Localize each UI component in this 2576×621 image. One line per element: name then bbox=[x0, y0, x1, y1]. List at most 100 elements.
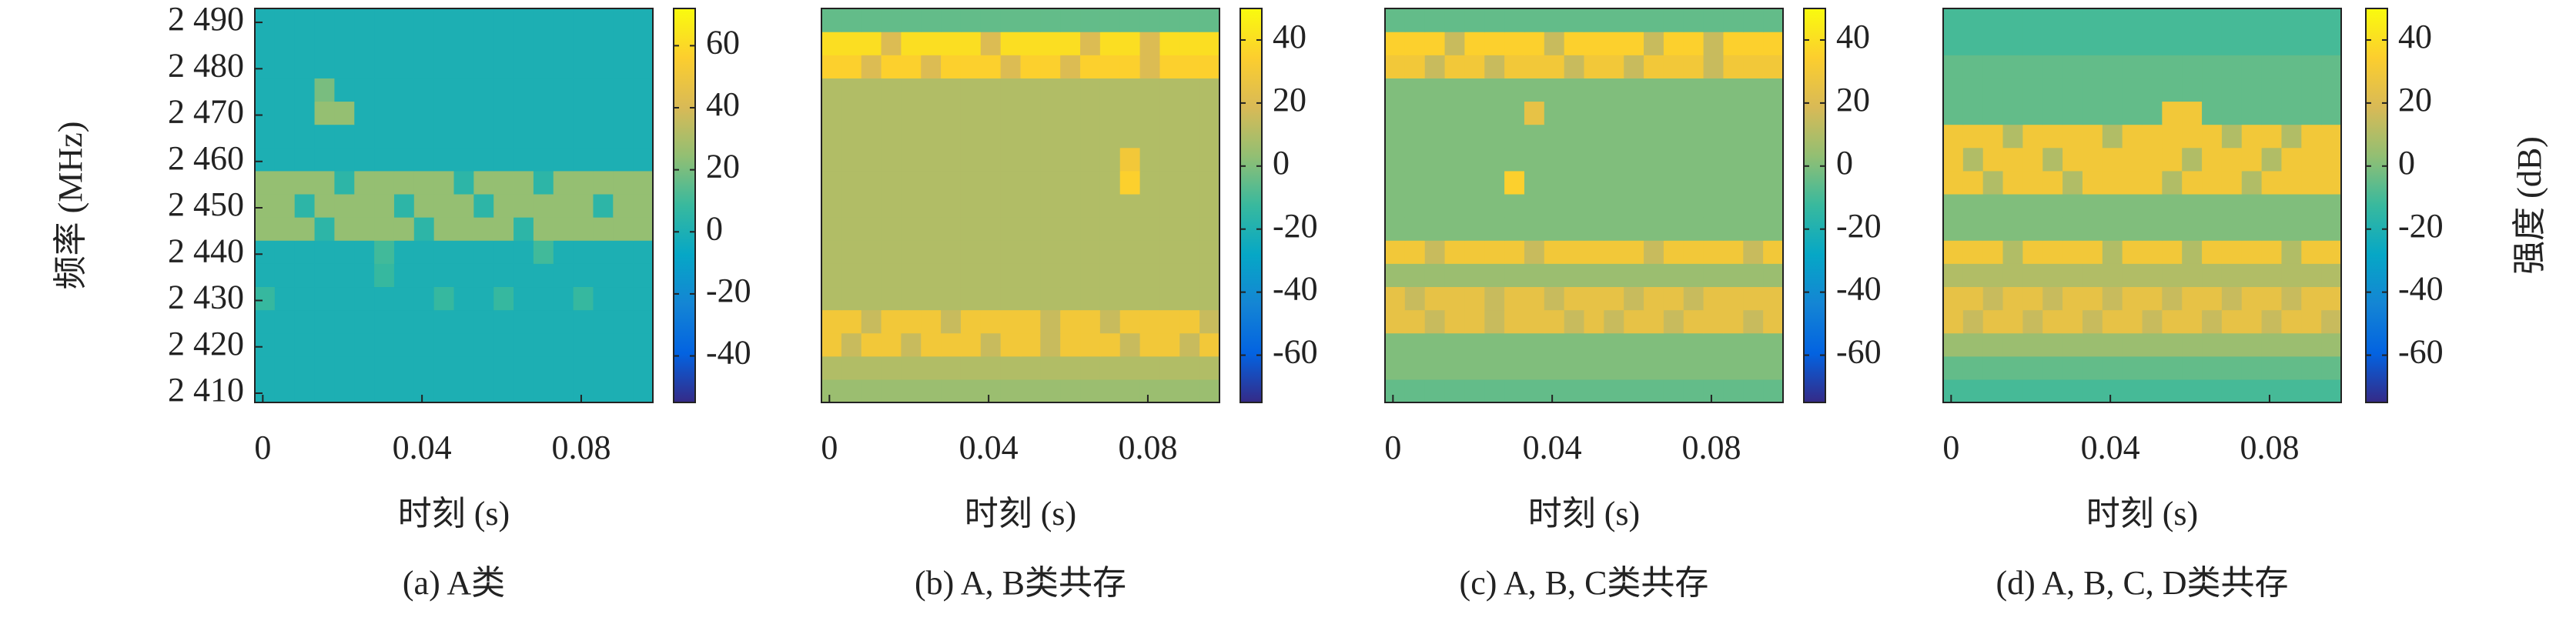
heatmap-cell bbox=[1663, 379, 1684, 403]
heatmap-cell bbox=[633, 78, 654, 102]
heatmap-cell bbox=[1424, 32, 1446, 55]
x-tick-label: 0 bbox=[1942, 429, 1959, 466]
heatmap-cell bbox=[1703, 170, 1725, 195]
heatmap-cell bbox=[1763, 332, 1784, 357]
heatmap-cell bbox=[1444, 170, 1465, 195]
heatmap-cell bbox=[2202, 55, 2223, 78]
heatmap-cell bbox=[274, 356, 296, 380]
heatmap-cell bbox=[960, 286, 982, 311]
heatmap-cell bbox=[861, 309, 882, 334]
heatmap-cell bbox=[2281, 147, 2302, 172]
heatmap-cell bbox=[1404, 32, 1426, 55]
heatmap-cell bbox=[2281, 379, 2302, 403]
heatmap-cell bbox=[980, 170, 1002, 195]
heatmap-cell bbox=[2182, 263, 2203, 288]
heatmap-cell bbox=[374, 356, 395, 380]
heatmap-cell bbox=[533, 332, 554, 357]
heatmap-cell bbox=[493, 147, 514, 172]
heatmap-cell bbox=[1139, 101, 1161, 125]
heatmap-cell bbox=[393, 217, 415, 241]
heatmap-cell bbox=[433, 193, 455, 218]
heatmap-cell bbox=[1524, 263, 1545, 288]
heatmap-cell bbox=[2261, 263, 2283, 288]
heatmap-cell bbox=[1159, 286, 1180, 311]
heatmap-cell bbox=[2182, 32, 2203, 55]
heatmap-cell bbox=[553, 32, 574, 55]
heatmap-cell bbox=[1663, 78, 1684, 102]
heatmap-cell bbox=[1604, 193, 1624, 218]
heatmap-cell bbox=[1763, 240, 1784, 264]
heatmap-cell bbox=[1179, 170, 1200, 195]
heatmap-cell bbox=[1040, 170, 1061, 195]
heatmap-cell bbox=[1179, 332, 1200, 357]
heatmap-cell bbox=[2022, 263, 2043, 288]
heatmap-cell bbox=[1564, 356, 1585, 380]
heatmap-cell bbox=[1962, 55, 1984, 78]
heatmap-cell bbox=[2182, 170, 2203, 195]
heatmap-cell bbox=[453, 356, 474, 380]
heatmap-cell bbox=[1000, 193, 1022, 218]
heatmap-cell bbox=[2261, 193, 2283, 218]
heatmap-cell bbox=[2142, 332, 2163, 357]
heatmap-cell bbox=[921, 332, 942, 357]
heatmap-cell bbox=[2022, 32, 2043, 55]
heatmap-cell bbox=[1743, 147, 1764, 172]
heatmap-cell bbox=[1743, 55, 1764, 78]
heatmap-cell bbox=[2182, 78, 2203, 102]
heatmap-cell bbox=[2221, 286, 2243, 311]
heatmap-cell bbox=[274, 124, 296, 149]
heatmap-cell bbox=[921, 263, 942, 288]
heatmap-cell bbox=[2281, 332, 2302, 357]
heatmap-cell bbox=[433, 309, 455, 334]
heatmap-cell bbox=[533, 124, 554, 149]
heatmap-cell bbox=[1060, 124, 1081, 149]
heatmap-cell bbox=[2142, 240, 2163, 264]
heatmap-cell bbox=[1644, 124, 1664, 149]
heatmap-cell bbox=[354, 217, 375, 241]
heatmap-cell bbox=[1119, 124, 1141, 149]
heatmap-cell bbox=[941, 379, 962, 403]
heatmap-cell bbox=[294, 170, 316, 195]
heatmap-cell bbox=[413, 78, 435, 102]
heatmap-cell bbox=[1683, 32, 1705, 55]
heatmap-cell bbox=[1020, 8, 1041, 32]
heatmap-cell bbox=[613, 170, 634, 195]
heatmap-cell bbox=[960, 356, 982, 380]
heatmap-cell bbox=[941, 55, 962, 78]
heatmap-cell bbox=[1139, 193, 1161, 218]
heatmap-cell bbox=[960, 240, 982, 264]
heatmap-cell bbox=[1584, 101, 1604, 125]
heatmap-cell bbox=[2122, 101, 2143, 125]
heatmap-cell bbox=[1584, 147, 1604, 172]
heatmap-cell bbox=[2202, 217, 2223, 241]
colorbar-tick-label: -40 bbox=[1836, 270, 1882, 308]
heatmap-cell bbox=[393, 286, 415, 311]
heatmap-cell bbox=[1139, 170, 1161, 195]
colorbar-tick-label: -20 bbox=[1836, 207, 1882, 245]
heatmap-cell bbox=[2102, 263, 2123, 288]
heatmap-cell bbox=[1159, 263, 1180, 288]
heatmap-cell bbox=[881, 101, 902, 125]
heatmap-cell bbox=[294, 332, 316, 357]
heatmap-cell bbox=[1564, 124, 1585, 149]
heatmap-cell bbox=[1743, 263, 1764, 288]
heatmap-cell bbox=[1179, 124, 1200, 149]
heatmap-cell bbox=[2082, 8, 2103, 32]
heatmap-cell bbox=[2042, 101, 2063, 125]
heatmap-cell bbox=[1199, 170, 1220, 195]
heatmap-cell bbox=[274, 263, 296, 288]
heatmap-cell bbox=[1584, 286, 1604, 311]
heatmap-cell bbox=[633, 356, 654, 380]
heatmap-cell bbox=[1484, 286, 1505, 311]
heatmap-cell bbox=[2022, 286, 2043, 311]
heatmap-cell bbox=[1424, 8, 1446, 32]
heatmap-cell bbox=[1524, 193, 1545, 218]
heatmap-cell bbox=[2002, 309, 2023, 334]
heatmap-cell bbox=[1385, 286, 1406, 311]
heatmap-cell bbox=[493, 286, 514, 311]
heatmap-cell bbox=[2102, 55, 2123, 78]
heatmap-cell bbox=[1060, 356, 1081, 380]
heatmap-cell bbox=[2321, 78, 2342, 102]
heatmap-cell bbox=[2301, 32, 2322, 55]
heatmap-cell bbox=[294, 193, 316, 218]
